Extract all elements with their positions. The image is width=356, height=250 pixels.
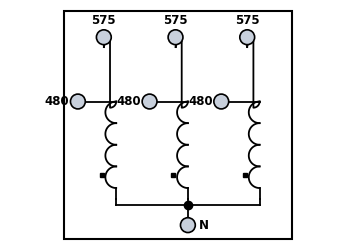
Circle shape — [142, 94, 157, 109]
Circle shape — [168, 30, 183, 45]
Text: N: N — [199, 218, 209, 232]
Text: 480: 480 — [188, 95, 213, 108]
Circle shape — [96, 30, 111, 45]
Circle shape — [240, 30, 255, 45]
Text: 575: 575 — [235, 14, 260, 27]
Circle shape — [214, 94, 229, 109]
Text: 480: 480 — [116, 95, 141, 108]
FancyBboxPatch shape — [64, 11, 292, 239]
Circle shape — [180, 218, 195, 232]
Text: 575: 575 — [91, 14, 116, 27]
Text: 575: 575 — [163, 14, 188, 27]
Circle shape — [70, 94, 85, 109]
Text: 480: 480 — [44, 95, 69, 108]
